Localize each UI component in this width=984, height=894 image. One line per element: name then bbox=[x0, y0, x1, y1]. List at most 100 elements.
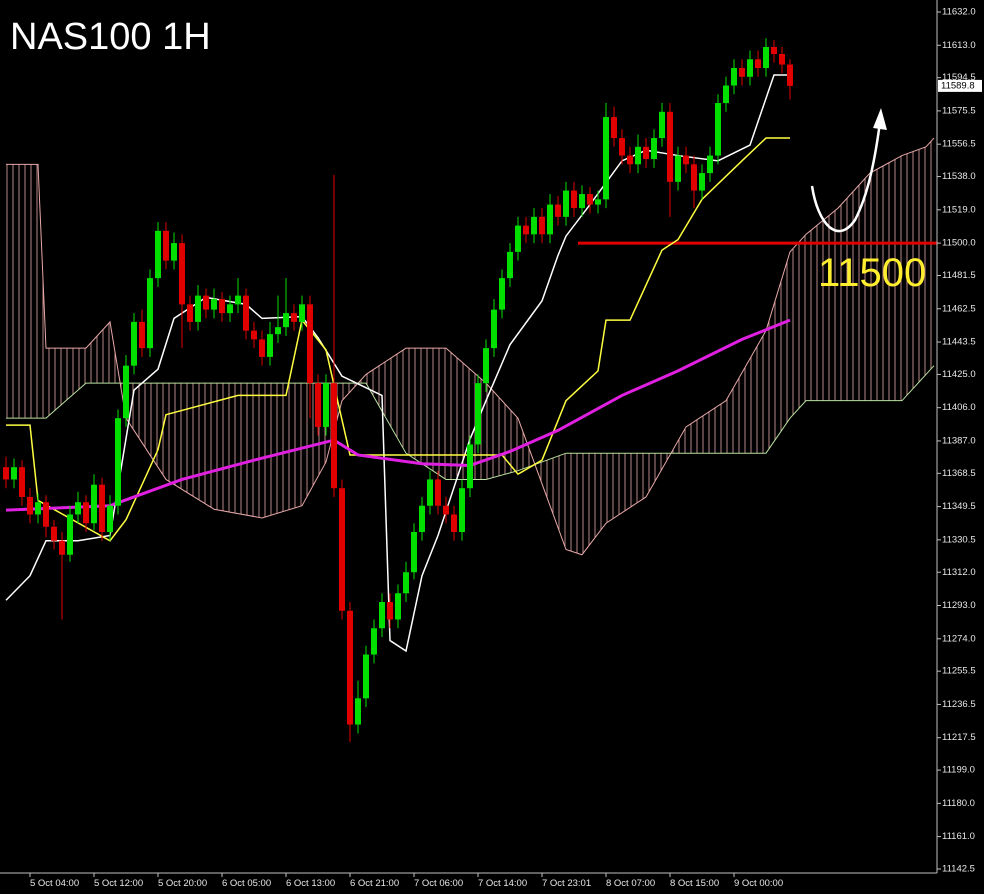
candle-body bbox=[707, 155, 713, 174]
candle-body bbox=[67, 514, 73, 555]
candle-body bbox=[715, 103, 721, 156]
candle-body bbox=[779, 54, 785, 65]
candle-body bbox=[83, 502, 89, 524]
candle-body bbox=[347, 610, 353, 725]
candle-body bbox=[635, 146, 641, 165]
candle-body bbox=[299, 304, 305, 322]
candle-body bbox=[11, 467, 17, 480]
x-tick-label: 5 Oct 04:00 bbox=[30, 878, 79, 889]
candle-body bbox=[763, 47, 769, 69]
x-tick-label: 6 Oct 13:00 bbox=[286, 878, 335, 889]
candle-body bbox=[379, 602, 385, 629]
candle-body bbox=[491, 309, 497, 349]
candle-body bbox=[571, 190, 577, 209]
y-tick-label: 11387.0 bbox=[942, 435, 976, 446]
y-tick-label: 11538.0 bbox=[942, 171, 976, 182]
candle-body bbox=[147, 278, 153, 349]
candle-body bbox=[35, 502, 41, 515]
y-tick-label: 11236.5 bbox=[942, 699, 976, 710]
candle-body bbox=[563, 190, 569, 217]
candle-body bbox=[115, 418, 121, 506]
y-tick-label: 11274.0 bbox=[942, 633, 976, 644]
candle-body bbox=[651, 138, 657, 160]
x-tick-label: 8 Oct 07:00 bbox=[606, 878, 655, 889]
candle-body bbox=[235, 295, 241, 305]
y-tick-label: 11632.0 bbox=[942, 7, 976, 18]
candle-body bbox=[283, 313, 289, 328]
candle-body bbox=[787, 64, 793, 86]
candle-body bbox=[243, 295, 249, 331]
y-tick-label: 11142.5 bbox=[942, 864, 975, 875]
y-tick-label: 11293.0 bbox=[942, 600, 976, 611]
x-tick-label: 6 Oct 05:00 bbox=[222, 878, 271, 889]
candle-body bbox=[51, 526, 57, 541]
candle-body bbox=[603, 117, 609, 200]
candle-body bbox=[211, 299, 217, 310]
candle-body bbox=[99, 484, 105, 532]
chart-title: NAS100 1H bbox=[10, 16, 211, 58]
x-tick-label: 8 Oct 15:00 bbox=[670, 878, 719, 889]
candle-body bbox=[443, 505, 449, 515]
candle-body bbox=[515, 225, 521, 252]
candle-body bbox=[755, 59, 761, 69]
candle-body bbox=[547, 204, 553, 235]
candle-body bbox=[363, 654, 369, 699]
candle-body bbox=[579, 194, 585, 209]
candle-body bbox=[723, 85, 729, 104]
y-tick-label: 11180.0 bbox=[942, 798, 975, 809]
x-tick-label: 9 Oct 00:00 bbox=[734, 878, 783, 889]
candle-body bbox=[747, 59, 753, 77]
candle-body bbox=[531, 216, 537, 235]
candle-body bbox=[611, 117, 617, 139]
y-tick-label: 11443.5 bbox=[942, 337, 976, 348]
candle-body bbox=[331, 383, 337, 489]
cloud-fill bbox=[6, 138, 934, 555]
candle-body bbox=[27, 496, 33, 515]
candle-body bbox=[507, 251, 513, 279]
y-tick-label: 11330.5 bbox=[942, 534, 976, 545]
annotation: 11500 bbox=[818, 251, 926, 295]
candle-body bbox=[195, 295, 201, 322]
candle-body bbox=[187, 304, 193, 322]
candle-body bbox=[227, 304, 233, 314]
candle-body bbox=[419, 505, 425, 532]
candle-body bbox=[667, 111, 673, 182]
candle-body bbox=[483, 348, 489, 384]
x-tick-label: 6 Oct 21:00 bbox=[350, 878, 399, 889]
y-tick-label: 11349.5 bbox=[942, 501, 976, 512]
candle-body bbox=[355, 698, 361, 725]
candle-body bbox=[467, 444, 473, 489]
candles bbox=[3, 38, 793, 743]
candle-body bbox=[739, 68, 745, 77]
arrow bbox=[810, 121, 882, 233]
candle-body bbox=[523, 225, 529, 235]
y-tick-label: 11368.5 bbox=[942, 468, 976, 479]
candle-body bbox=[771, 47, 777, 55]
candle-body bbox=[403, 572, 409, 594]
candle-body bbox=[19, 467, 25, 497]
candle-body bbox=[435, 479, 441, 506]
x-tick-label: 7 Oct 14:00 bbox=[478, 878, 527, 889]
candle-body bbox=[659, 111, 665, 139]
y-tick-label: 11556.5 bbox=[942, 139, 976, 150]
candle-body bbox=[595, 199, 601, 205]
candle-body bbox=[307, 304, 313, 384]
y-tick-label: 11161.0 bbox=[942, 831, 975, 842]
candle-body bbox=[675, 155, 681, 182]
y-tick-label: 11425.0 bbox=[942, 369, 976, 380]
candle-body bbox=[139, 321, 145, 349]
y-tick-label: 11500.0 bbox=[942, 238, 976, 249]
candle-body bbox=[643, 146, 649, 160]
candle-body bbox=[683, 155, 689, 165]
candle-body bbox=[339, 488, 345, 611]
y-tick-label: 11519.0 bbox=[942, 204, 976, 215]
candle-body bbox=[259, 339, 265, 357]
candle-body bbox=[107, 505, 113, 532]
indicator-line bbox=[5, 318, 791, 512]
candle-body bbox=[163, 230, 169, 261]
y-tick-label: 11594.5 bbox=[942, 72, 976, 83]
y-tick-label: 11613.0 bbox=[942, 40, 976, 51]
candle-body bbox=[179, 243, 185, 305]
x-tick-label: 7 Oct 06:00 bbox=[414, 878, 463, 889]
